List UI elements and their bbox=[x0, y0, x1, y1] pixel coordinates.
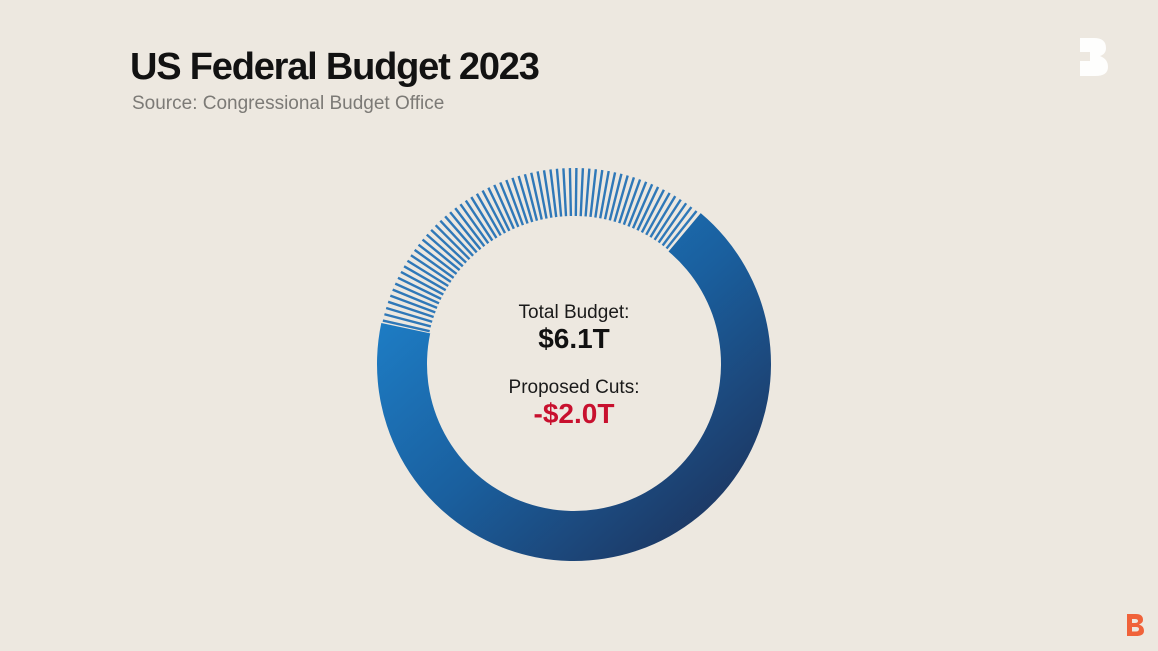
chart-title: US Federal Budget 2023 bbox=[130, 46, 540, 88]
slice-stripe bbox=[536, 171, 548, 219]
slice-stripe bbox=[382, 319, 430, 333]
slice-stripe bbox=[627, 181, 648, 227]
slice-stripe bbox=[384, 313, 432, 328]
bloomberg-b-logo-icon bbox=[1076, 38, 1108, 76]
slice-stripe bbox=[622, 179, 642, 226]
slice-stripe bbox=[653, 198, 682, 241]
slice-stripe bbox=[579, 168, 585, 217]
slice-stripe bbox=[385, 306, 433, 323]
slice-stripe bbox=[568, 168, 573, 217]
slice-stripe bbox=[594, 169, 604, 218]
slice-stripe bbox=[464, 199, 494, 242]
slice-stripe bbox=[425, 233, 464, 268]
slice-stripe bbox=[470, 196, 498, 239]
slice-stripe bbox=[613, 175, 629, 222]
slice-stripe bbox=[449, 211, 482, 251]
slice-stripe bbox=[636, 186, 660, 231]
slice-stripe bbox=[523, 173, 539, 222]
slice-stripe bbox=[400, 270, 444, 296]
slice-stripe bbox=[589, 169, 598, 218]
slice-stripe bbox=[517, 175, 534, 223]
slice-stripe bbox=[410, 254, 452, 283]
slice-stripe bbox=[530, 172, 543, 220]
slice-stripe bbox=[584, 168, 591, 217]
slice-stripe bbox=[599, 170, 610, 219]
slice-stripe bbox=[618, 177, 636, 224]
slice-stripe bbox=[397, 276, 442, 300]
slice-stripe bbox=[394, 282, 440, 305]
slice-stripe bbox=[481, 190, 507, 234]
slice-stripe bbox=[603, 172, 617, 220]
slice-solid-group bbox=[376, 213, 771, 561]
slice-stripe bbox=[413, 248, 455, 279]
slice-stripe bbox=[549, 169, 558, 218]
slice-stripe bbox=[421, 238, 461, 271]
bloomberg-originals-logo-icon bbox=[1127, 614, 1144, 636]
slice-stripe bbox=[574, 167, 578, 217]
slice-stripe bbox=[475, 193, 502, 237]
proposed-cuts-label: Proposed Cuts: bbox=[508, 377, 640, 398]
slice-stripe bbox=[657, 202, 688, 244]
slice-stripe bbox=[392, 288, 438, 309]
slice-stripe bbox=[661, 206, 693, 247]
total-budget-label: Total Budget: bbox=[518, 302, 630, 323]
slice-stripe bbox=[417, 243, 458, 275]
slice-stripe bbox=[542, 170, 553, 218]
slice-striped-group bbox=[382, 167, 698, 333]
slice-stripe bbox=[487, 187, 511, 232]
slice-stripe bbox=[665, 210, 698, 250]
slice-stripe bbox=[434, 224, 471, 261]
slice-stripe bbox=[631, 183, 654, 229]
slice-stripe bbox=[444, 215, 478, 254]
slice-stripe bbox=[645, 192, 671, 236]
slice-stripe bbox=[555, 168, 563, 217]
slice-stripe bbox=[439, 219, 474, 257]
slice-stripe bbox=[403, 265, 447, 292]
slice-stripe bbox=[649, 195, 677, 238]
slice-stripe bbox=[406, 259, 449, 288]
slice-stripe bbox=[608, 173, 623, 221]
slice-stripe bbox=[562, 168, 568, 217]
slice-stripe bbox=[499, 181, 520, 228]
chart-source: Source: Congressional Budget Office bbox=[132, 93, 445, 114]
slice-stripe bbox=[640, 189, 665, 234]
slice-stripe bbox=[505, 179, 525, 226]
slice-stripe bbox=[389, 294, 436, 314]
slice-stripe bbox=[454, 207, 486, 247]
slice-stripe bbox=[493, 184, 515, 230]
slice-stripe bbox=[387, 300, 435, 319]
slice-stripe bbox=[459, 203, 490, 245]
slice-solid bbox=[376, 213, 771, 561]
slice-stripe bbox=[511, 177, 529, 224]
proposed-cuts-value: -$2.0T bbox=[533, 398, 615, 429]
total-budget-value: $6.1T bbox=[538, 323, 610, 354]
slice-stripe bbox=[430, 228, 467, 264]
